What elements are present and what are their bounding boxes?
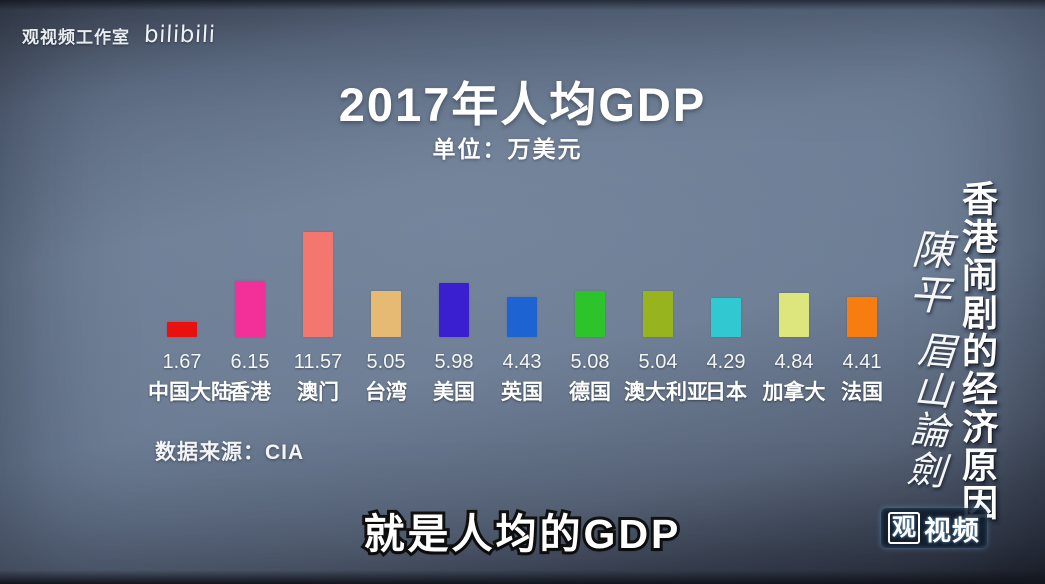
bar-澳门 [303,232,333,337]
chart-columns [148,225,896,337]
bar-value-label: 4.29 [706,351,746,373]
bar-美国 [439,283,469,337]
bar-category-label: 中国大陆 [148,381,232,404]
header-logos: 观视频工作室 bilibili [22,22,216,48]
chart-title: 2017年人均GDP [338,78,707,131]
bar-category-label: 澳大利亚 [624,381,708,404]
bar-加拿大 [779,293,809,337]
bar-category-label: 日本 [705,381,747,404]
chart-column [760,225,828,337]
bar-chart: 1.67 6.15 11.57 5.05 5.98 4.43 5.08 5.04 4.29 4.8… [148,225,896,406]
bar-德国 [575,291,605,337]
station-logo: 观视频工作室 [22,27,130,47]
bar-value-label: 4.43 [502,351,542,373]
watermark-text: 视频 [924,515,980,546]
bar-法国 [847,297,877,337]
chart-column [284,225,352,337]
watermark-boxed-char: 观 [888,512,920,544]
data-source-label: 数据来源：CIA [155,441,305,464]
bar-value-label: 6.15 [230,351,270,373]
bar-value-label: 4.84 [774,351,814,373]
bar-category-label: 德国 [569,381,611,404]
bilibili-logo: bilibili [143,22,217,48]
chart-column [828,225,896,337]
bar-category-label: 香港 [229,381,271,404]
chart-column [556,225,624,337]
bar-category-label: 法国 [841,381,883,404]
bar-value-label: 5.08 [570,351,610,373]
chart-column [420,225,488,337]
bar-value-label: 1.67 [162,351,202,373]
bar-category-label: 加拿大 [762,381,826,404]
chart-column [148,225,216,337]
watermark-logo: 观 视频 [881,508,987,548]
bar-日本 [711,298,741,337]
bar-value-label: 5.98 [434,351,474,373]
bar-category-label: 美国 [433,381,475,404]
bar-category-label: 台湾 [365,381,407,404]
bar-value-label: 5.05 [366,351,406,373]
bar-value-label: 4.41 [842,351,882,373]
chart-column [488,225,556,337]
bar-category-label: 英国 [501,381,543,404]
bar-台湾 [371,291,401,337]
chart-column [692,225,760,337]
chart-column [216,225,284,337]
bar-value-label: 5.04 [638,351,678,373]
chart-unit-label: 单位：万美元 [432,136,583,162]
bar-澳大利亚 [643,291,673,337]
bar-英国 [507,297,537,337]
chart-column [624,225,692,337]
bar-中国大陆 [167,322,197,337]
chart-column [352,225,420,337]
bar-value-label: 11.57 [293,351,343,373]
caption-subtitle: 就是人均的GDP [361,508,682,560]
episode-title-vertical: 香港闹剧的经济原因 [957,180,998,522]
bar-category-label: 澳门 [297,381,339,404]
chart-category-row: 中国大陆 香港 澳门 台湾 美国 英国 德国 澳大利亚 日本 加拿大 法国 [148,374,896,406]
chart-value-row: 1.67 6.15 11.57 5.05 5.98 4.43 5.08 5.04 4.29 4.8… [148,337,896,374]
calligraphy-author-name: 陳平 [900,226,954,320]
bar-香港 [235,281,265,337]
